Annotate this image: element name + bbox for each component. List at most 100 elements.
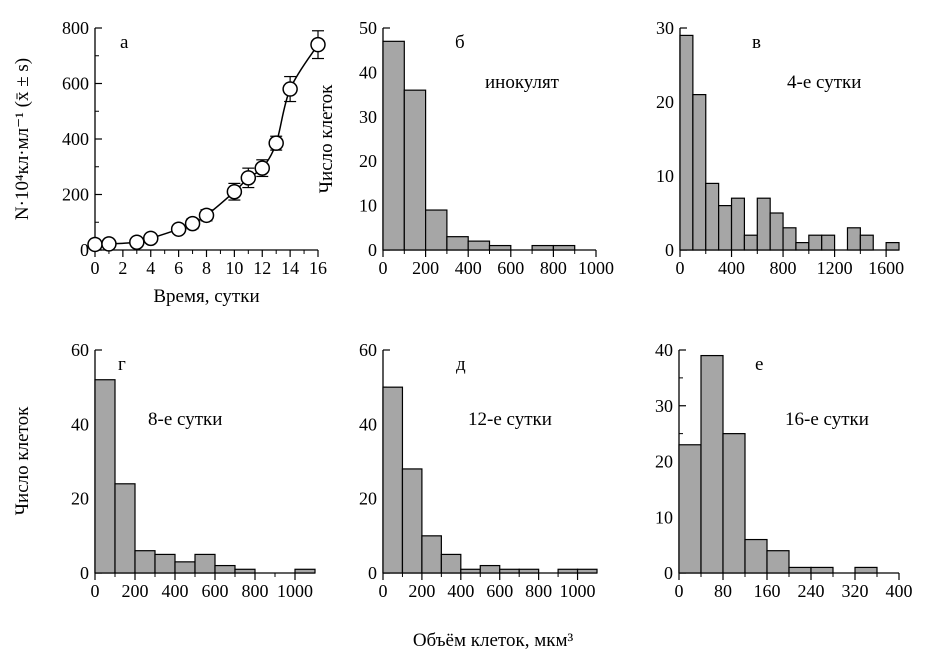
histogram-bar [705, 182, 720, 251]
histogram-bar [788, 566, 812, 574]
x-axis-label: Время, сутки [153, 286, 259, 307]
y-tick-label: 10 [359, 196, 377, 216]
x-tick-label: 6 [174, 258, 183, 278]
x-tick-label: 4 [146, 258, 155, 278]
data-point [170, 221, 187, 237]
x-tick-label: 600 [486, 581, 513, 601]
data-point [87, 236, 103, 253]
x-tick-label: 400 [447, 581, 474, 601]
data-point [198, 207, 215, 224]
y-tick-label: 800 [62, 18, 89, 38]
data-point [254, 160, 270, 176]
x-tick-label: 0 [675, 581, 684, 601]
data-point [282, 81, 298, 97]
data-point [310, 36, 326, 53]
histogram-bar [718, 205, 733, 251]
x-tick-label: 600 [497, 258, 524, 278]
x-tick-label: 800 [770, 258, 797, 278]
x-tick-label: 400 [162, 581, 189, 601]
y-tick-label: 600 [62, 74, 89, 94]
x-tick-label: 0 [379, 581, 388, 601]
y-tick-label: 0 [665, 240, 674, 260]
histogram-bar [743, 234, 758, 251]
panel-annotation: инокулят [485, 72, 560, 93]
histogram-bar [382, 386, 404, 574]
x-tick-label: 200 [408, 581, 435, 601]
x-tick-label: 0 [676, 258, 685, 278]
y-tick-label: 20 [359, 489, 377, 509]
histogram-bar [769, 212, 784, 251]
x-tick-label: 2 [118, 258, 127, 278]
histogram-bar [446, 236, 469, 251]
x-tick-label: 240 [798, 581, 825, 601]
histogram-bar [846, 227, 861, 251]
histogram-bar [134, 550, 156, 574]
data-point [129, 234, 145, 250]
histogram-bar [174, 561, 196, 574]
histogram-bar [214, 564, 236, 574]
x-tick-label: 1600 [868, 258, 904, 278]
x-tick-label: 320 [842, 581, 869, 601]
x-tick-label: 16 [309, 258, 327, 278]
histogram-bar [94, 379, 116, 574]
x-tick-label: 200 [122, 581, 149, 601]
histogram-bar [460, 568, 481, 574]
y-tick-label: 20 [71, 489, 89, 509]
histogram-bar [692, 93, 707, 251]
y-tick-label: 10 [655, 507, 673, 527]
panel-letter: б [455, 32, 465, 53]
histogram-bar [488, 244, 512, 251]
histogram-bar [382, 40, 405, 251]
x-tick-label: 200 [412, 258, 439, 278]
histogram-bar [518, 568, 540, 574]
histogram-bar [403, 89, 427, 251]
y-tick-label: 30 [359, 107, 377, 127]
histogram-bar [114, 483, 136, 574]
data-point [226, 183, 243, 200]
x-tick-label: 1000 [560, 581, 596, 601]
y-axis-label: N·10⁴кл·мл⁻¹ (x̄ ± s) [12, 58, 33, 220]
histogram-bar [678, 444, 702, 574]
histogram-bar [821, 234, 836, 251]
x-tick-label: 800 [540, 258, 567, 278]
data-point [268, 135, 284, 151]
y-tick-label: 30 [656, 18, 674, 38]
histogram-bar [885, 242, 900, 251]
histogram-bar [552, 244, 576, 251]
y-axis-label: Число клеток [316, 84, 337, 193]
histogram-bar [782, 227, 797, 251]
x-tick-label: 0 [91, 258, 100, 278]
y-tick-label: 60 [359, 340, 377, 360]
panel-letter: д [456, 354, 466, 375]
y-tick-label: 10 [656, 166, 674, 186]
x-tick-label: 400 [718, 258, 745, 278]
x-tick-label: 80 [714, 581, 732, 601]
x-tick-label: 10 [225, 258, 243, 278]
histogram-bar [744, 538, 768, 574]
histogram-bar [700, 354, 724, 574]
histogram-bar [467, 240, 491, 251]
histogram-bar [499, 568, 520, 574]
chart-panel-2: 0 10 20 30 40 50 0 200 400 600 800 1000 б инокулят Чис… [316, 18, 614, 278]
histogram-bar [795, 242, 810, 251]
y-tick-label: 0 [664, 563, 673, 583]
histogram-bar [531, 244, 554, 251]
histogram-bar [722, 433, 746, 574]
x-tick-label: 8 [202, 258, 211, 278]
x-tick-label: 1000 [578, 258, 614, 278]
y-tick-label: 0 [368, 563, 377, 583]
histogram-bar [766, 550, 790, 574]
y-tick-label: 200 [62, 185, 89, 205]
histogram-bar [479, 564, 501, 574]
y-tick-label: 40 [359, 414, 377, 434]
panel-annotation: 8-е сутки [148, 409, 222, 430]
panel-letter: е [755, 354, 763, 375]
histogram-bar [154, 553, 176, 574]
histogram-bar [401, 468, 423, 574]
y-tick-label: 0 [80, 240, 89, 260]
y-tick-label: 40 [359, 62, 377, 82]
y-tick-label: 400 [62, 129, 89, 149]
